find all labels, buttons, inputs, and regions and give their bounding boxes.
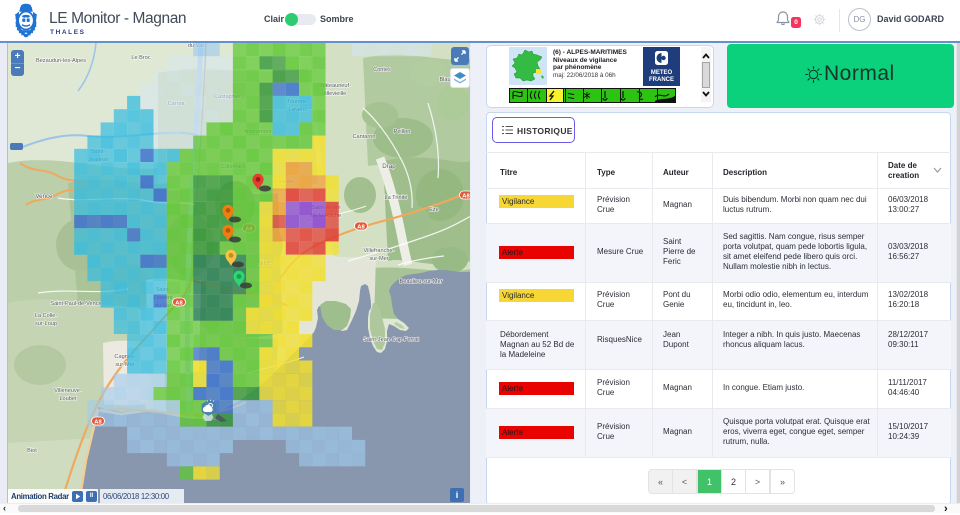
svg-text:Contes: Contes [373, 67, 391, 73]
svg-text:La Colle-: La Colle- [35, 313, 58, 319]
svg-text:A8: A8 [94, 419, 102, 425]
svg-text:Villevieille: Villevieille [322, 91, 346, 97]
svg-text:Loubet: Loubet [59, 396, 77, 402]
svg-text:Beaulieu-sur-Mer: Beaulieu-sur-Mer [400, 279, 443, 285]
svg-text:A8: A8 [175, 300, 183, 306]
svg-text:Villefranche-: Villefranche- [364, 248, 395, 254]
svg-text:Châteauneuf-: Châteauneuf- [317, 83, 351, 89]
svg-text:Villeneuve-: Villeneuve- [54, 388, 82, 394]
svg-text:sur-Loup: sur-Loup [35, 321, 57, 327]
svg-text:A8: A8 [357, 224, 365, 230]
svg-text:Vence: Vence [35, 193, 53, 200]
svg-text:Blausa: Blausa [439, 77, 457, 83]
svg-text:Eze: Eze [429, 207, 439, 213]
svg-text:Peillon: Peillon [394, 129, 411, 135]
svg-text:Cagnes-: Cagnes- [114, 354, 135, 360]
svg-text:Bezaudun-les-Alpes: Bezaudun-les-Alpes [36, 58, 86, 64]
svg-text:Drap: Drap [382, 163, 396, 170]
svg-text:Biot: Biot [27, 448, 37, 454]
svg-text:La Trinité: La Trinité [384, 195, 407, 201]
svg-text:Saint-Paul-de-Vence: Saint-Paul-de-Vence [50, 301, 101, 307]
svg-text:A8: A8 [462, 193, 470, 199]
svg-text:Cantaron: Cantaron [352, 134, 375, 140]
svg-text:sur-Mer: sur-Mer [369, 256, 388, 262]
svg-text:FRANCE: FRANCE [649, 77, 674, 83]
svg-text:Saint-Jean-Cap-Ferrat: Saint-Jean-Cap-Ferrat [363, 337, 419, 343]
svg-text:METEO: METEO [651, 70, 673, 76]
svg-text:sur-Mer: sur-Mer [115, 362, 134, 368]
svg-text:Le Broc: Le Broc [131, 55, 150, 61]
